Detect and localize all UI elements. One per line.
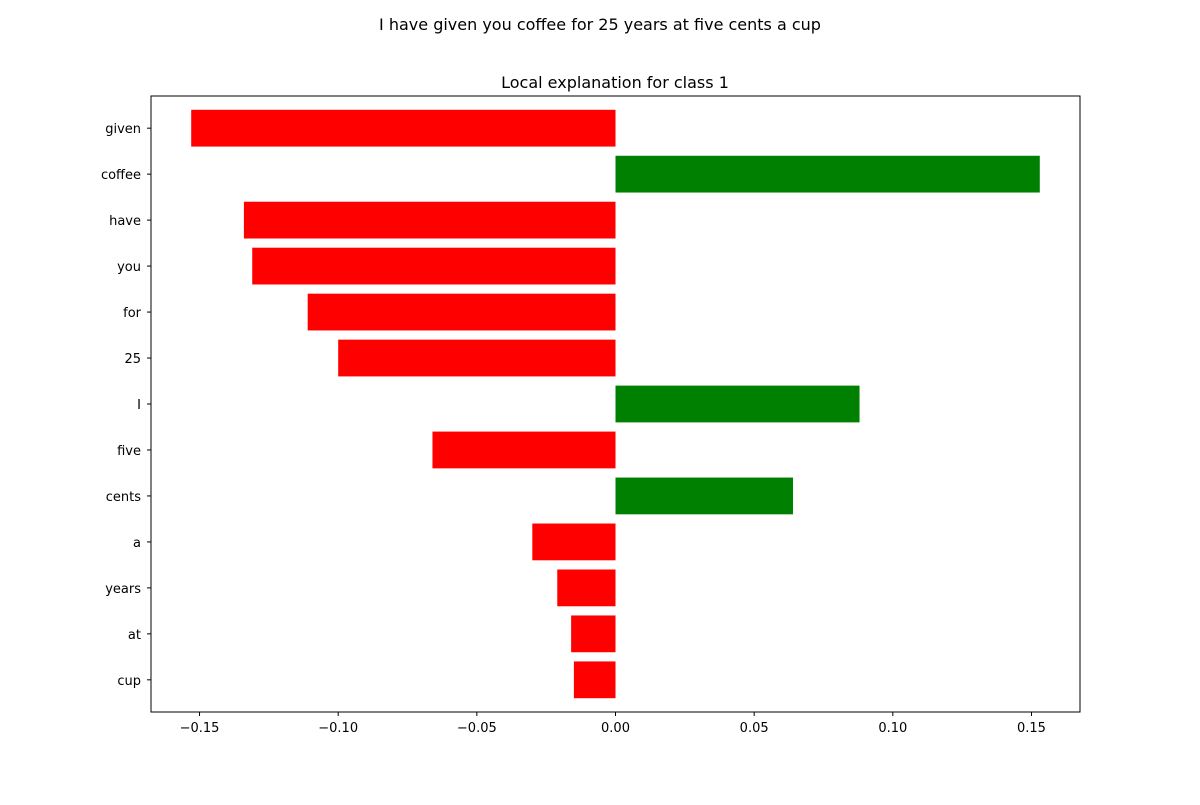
- y-tick-label: coffee: [101, 168, 141, 183]
- bar-at: [571, 615, 616, 653]
- y-tick-label: for: [123, 306, 142, 321]
- y-tick-label: given: [105, 122, 141, 137]
- y-tick-label: have: [109, 214, 141, 229]
- bar-coffee: [615, 155, 1040, 193]
- figure-suptitle: I have given you coffee for 25 years at …: [379, 15, 821, 34]
- y-tick-label: I: [137, 398, 141, 413]
- y-tick-label: years: [105, 582, 141, 597]
- axes-title: Local explanation for class 1: [501, 73, 729, 92]
- bar-you: [252, 247, 616, 285]
- bar-for: [307, 293, 616, 331]
- bar-given: [191, 109, 616, 147]
- bar-have: [243, 201, 616, 239]
- bar-a: [532, 523, 616, 561]
- bar-I: [615, 385, 860, 423]
- bar-five: [432, 431, 616, 469]
- x-axis: −0.15 −0.10 −0.05 0.00 0.05 0.10 0.15: [180, 712, 1046, 736]
- bar-cup: [573, 661, 616, 699]
- x-tick-label: −0.10: [318, 721, 358, 736]
- y-tick-label: cup: [117, 674, 141, 689]
- y-tick-label: a: [133, 536, 141, 551]
- x-tick-label: −0.15: [180, 721, 220, 736]
- y-tick-label: five: [117, 444, 141, 459]
- y-tick-label: at: [128, 628, 141, 643]
- x-tick-label: 0.05: [740, 721, 769, 736]
- bar-years: [557, 569, 616, 607]
- y-tick-label: 25: [124, 352, 141, 367]
- bars-group: [191, 109, 1040, 699]
- y-tick-label: you: [117, 260, 141, 275]
- bar-25: [338, 339, 616, 377]
- bar-cents: [615, 477, 793, 515]
- x-tick-label: 0.15: [1017, 721, 1046, 736]
- x-tick-label: 0.10: [878, 721, 907, 736]
- x-tick-label: 0.00: [601, 721, 630, 736]
- x-tick-label: −0.05: [457, 721, 497, 736]
- y-tick-label: cents: [106, 490, 141, 505]
